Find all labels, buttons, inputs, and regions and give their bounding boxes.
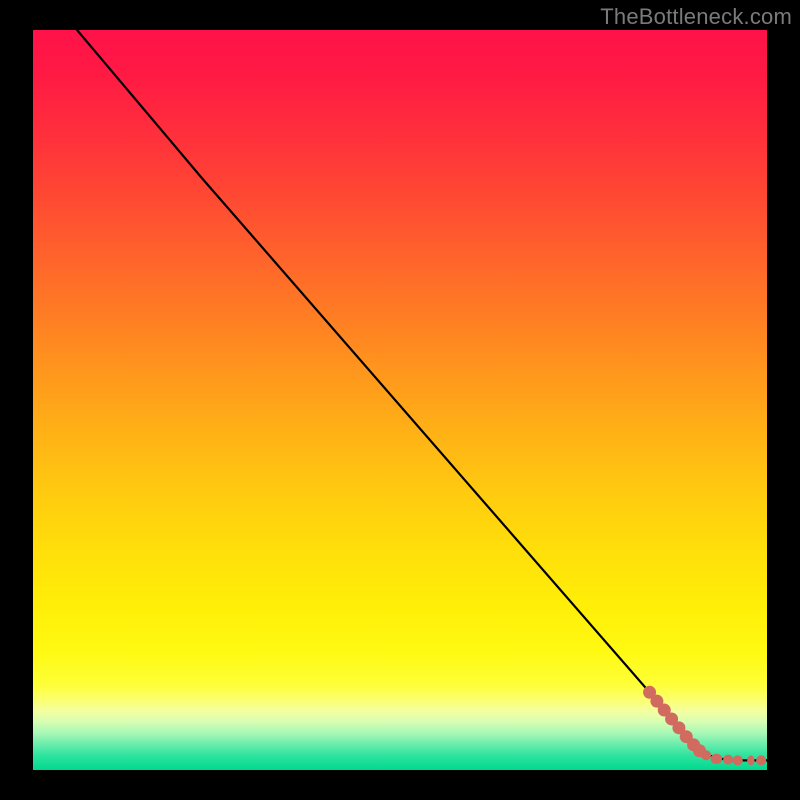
curve-marker-dash [747, 755, 754, 765]
chart-svg [33, 30, 767, 770]
curve-marker-dash [733, 755, 743, 765]
curve-marker-dot [756, 755, 766, 765]
curve-marker-dash [710, 754, 722, 764]
chart-plot-area [33, 30, 767, 770]
attribution-text: TheBottleneck.com [600, 4, 792, 30]
chart-background [33, 30, 767, 770]
curve-marker-dot [723, 755, 733, 765]
curve-marker-dot [701, 750, 711, 760]
